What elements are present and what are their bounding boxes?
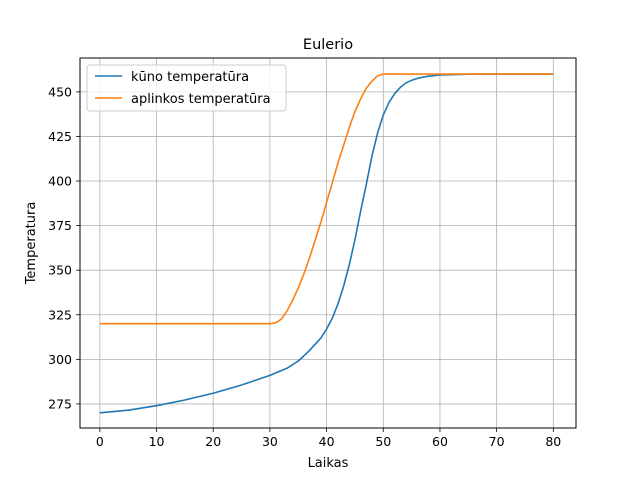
y-tick-label: 425 [48, 129, 72, 144]
x-tick-label: 50 [375, 434, 391, 449]
legend-label-aplinkos: aplinkos temperatūra [131, 92, 271, 107]
y-tick-label: 375 [48, 218, 72, 233]
chart-title: Eulerio [303, 37, 353, 53]
grid [80, 58, 576, 428]
x-axis-label: Laikas [308, 456, 349, 471]
x-tick-label: 40 [319, 434, 335, 449]
legend-box [86, 64, 287, 112]
legend: kūno temperatūra aplinkos temperatūra [86, 64, 287, 112]
x-tick-label: 60 [432, 434, 448, 449]
series-line-0 [99, 73, 554, 414]
y-tick-label: 400 [48, 174, 72, 189]
x-tick-label: 70 [489, 434, 505, 449]
plot-frame [79, 57, 577, 429]
legend-label-kuno: kūno temperatūra [131, 70, 249, 85]
ticks: 0 10 20 30 40 50 60 70 80 275 300 325 350 375 400 425 45… [48, 84, 561, 449]
y-axis-label: Temperatura [24, 202, 39, 286]
series-layer [99, 73, 554, 414]
y-tick-label: 300 [48, 352, 72, 367]
x-tick-label: 20 [205, 434, 221, 449]
series-line-1 [99, 73, 554, 325]
y-tick-label: 350 [48, 263, 72, 278]
x-tick-label: 0 [96, 434, 104, 449]
y-tick-label: 275 [48, 396, 72, 411]
x-tick-label: 10 [149, 434, 165, 449]
y-tick-label: 325 [48, 307, 72, 322]
y-tick-label: 450 [48, 84, 72, 99]
x-tick-label: 80 [545, 434, 561, 449]
x-tick-label: 30 [262, 434, 278, 449]
